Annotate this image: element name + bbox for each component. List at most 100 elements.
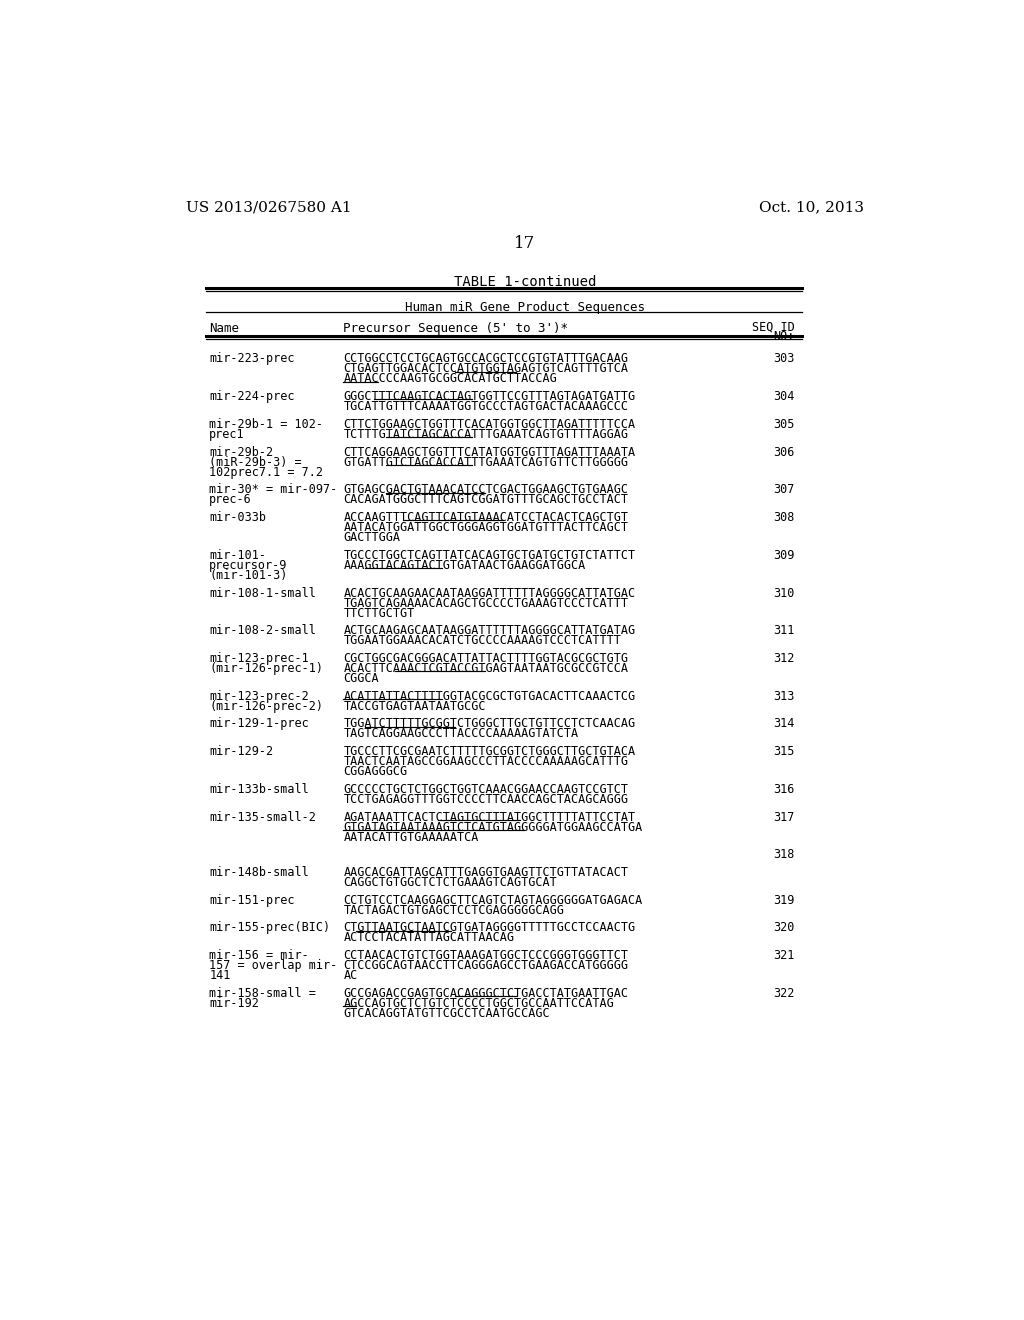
- Text: Name: Name: [209, 322, 240, 335]
- Text: CCTAACACTGTCTGGTAAAGATGGCTCCCGGGTGGGTTCT: CCTAACACTGTCTGGTAAAGATGGCTCCCGGGTGGGTTCT: [343, 949, 629, 962]
- Text: AATACATGGATTGGCTGGGAGGTGGATGTTTACTTCAGCT: AATACATGGATTGGCTGGGAGGTGGATGTTTACTTCAGCT: [343, 521, 629, 535]
- Text: 312: 312: [773, 652, 795, 665]
- Text: 303: 303: [773, 352, 795, 366]
- Text: ACACTTCAAACTCGTACCGTGAGTAATAATGCGCCGTCCA: ACACTTCAAACTCGTACCGTGAGTAATAATGCGCCGTCCA: [343, 663, 629, 675]
- Text: mir-224-prec: mir-224-prec: [209, 391, 295, 403]
- Text: US 2013/0267580 A1: US 2013/0267580 A1: [186, 201, 352, 215]
- Text: AATACATTGTGAAAAATCA: AATACATTGTGAAAAATCA: [343, 830, 479, 843]
- Text: CTGTTAATGCTAATCGTGATAGGGGTTTTTGCCTCCAACTG: CTGTTAATGCTAATCGTGATAGGGGTTTTTGCCTCCAACT…: [343, 921, 636, 935]
- Text: mir-155-prec(BIC): mir-155-prec(BIC): [209, 921, 331, 935]
- Text: mir-101-: mir-101-: [209, 549, 266, 562]
- Text: CTCCGGCAGTAACCTTCAGGGAGCCTGAAGACCATGGGGG: CTCCGGCAGTAACCTTCAGGGAGCCTGAAGACCATGGGGG: [343, 960, 629, 973]
- Text: ACTGCAAGAGCAATAAGGATTTTTTAGGGGCATTATGATAG: ACTGCAAGAGCAATAAGGATTTTTTAGGGGCATTATGATA…: [343, 624, 636, 638]
- Text: 305: 305: [773, 418, 795, 430]
- Text: 311: 311: [773, 624, 795, 638]
- Text: mir-033b: mir-033b: [209, 511, 266, 524]
- Text: 308: 308: [773, 511, 795, 524]
- Text: TABLE 1-continued: TABLE 1-continued: [454, 276, 596, 289]
- Text: Oct. 10, 2013: Oct. 10, 2013: [759, 201, 864, 215]
- Text: AGCCAGTGCTCTGTCTCCCCTGGCTGCCAATTCCATAG: AGCCAGTGCTCTGTCTCCCCTGGCTGCCAATTCCATAG: [343, 997, 614, 1010]
- Text: CCTGGCCTCCTGCAGTGCCACGCTCCGTGTATTTGACAAG: CCTGGCCTCCTGCAGTGCCACGCTCCGTGTATTTGACAAG: [343, 352, 629, 366]
- Text: GCCGAGACCGAGTGCACAGGGCTCTGACCTATGAATTGAC: GCCGAGACCGAGTGCACAGGGCTCTGACCTATGAATTGAC: [343, 987, 629, 1001]
- Text: GTGATAGTAATAAAGTCTCATGTAGGGGGATGGAAGCCATGA: GTGATAGTAATAAAGTCTCATGTAGGGGGATGGAAGCCAT…: [343, 821, 643, 834]
- Text: mir-129-1-prec: mir-129-1-prec: [209, 718, 309, 730]
- Text: mir-148b-small: mir-148b-small: [209, 866, 309, 879]
- Text: 310: 310: [773, 586, 795, 599]
- Text: TTCTTGCTGT: TTCTTGCTGT: [343, 607, 415, 619]
- Text: mir-123-prec-1: mir-123-prec-1: [209, 652, 309, 665]
- Text: 313: 313: [773, 689, 795, 702]
- Text: TACTAGACTGTGAGCTCCTCGAGGGGGCAGG: TACTAGACTGTGAGCTCCTCGAGGGGGCAGG: [343, 904, 564, 917]
- Text: mir-223-prec: mir-223-prec: [209, 352, 295, 366]
- Text: TCCTGAGAGGTTTGGTCCCCTTCAACCAGCTACAGCAGGG: TCCTGAGAGGTTTGGTCCCCTTCAACCAGCTACAGCAGGG: [343, 793, 629, 807]
- Text: TGGATCTTTTTGCGGTCTGGGCTTGCTGTTCCTCTCAACAG: TGGATCTTTTTGCGGTCTGGGCTTGCTGTTCCTCTCAACA…: [343, 718, 636, 730]
- Text: AC: AC: [343, 969, 357, 982]
- Text: 317: 317: [773, 810, 795, 824]
- Text: 318: 318: [773, 849, 795, 862]
- Text: AAAGGTACAGTACTGTGATAACTGAAGGATGGCA: AAAGGTACAGTACTGTGATAACTGAAGGATGGCA: [343, 558, 586, 572]
- Text: ACATTATTACTTTTGGTACGCGCTGTGACACTTCAAACTCG: ACATTATTACTTTTGGTACGCGCTGTGACACTTCAAACTC…: [343, 689, 636, 702]
- Text: AATACCCCAAGTGCGGCACATGCTTACCAG: AATACCCCAAGTGCGGCACATGCTTACCAG: [343, 372, 557, 385]
- Text: NO:: NO:: [773, 330, 795, 343]
- Text: TGAGTCAGAAAACACAGCTGCCCCTGAAAGTCCCTCATTT: TGAGTCAGAAAACACAGCTGCCCCTGAAAGTCCCTCATTT: [343, 597, 629, 610]
- Text: GGGCTTTCAAGTCACTAGTGGTTCCGTTTAGTAGATGATTG: GGGCTTTCAAGTCACTAGTGGTTCCGTTTAGTAGATGATT…: [343, 391, 636, 403]
- Text: mir-129-2: mir-129-2: [209, 744, 273, 758]
- Text: mir-156 = mir-: mir-156 = mir-: [209, 949, 309, 962]
- Text: (miR-29b-3) =: (miR-29b-3) =: [209, 455, 302, 469]
- Text: mir-123-prec-2: mir-123-prec-2: [209, 689, 309, 702]
- Text: prec-6: prec-6: [209, 494, 252, 507]
- Text: 320: 320: [773, 921, 795, 935]
- Text: TGGAATGGAAACACATCTGCCCCAAAAGTCCCTCATTTT: TGGAATGGAAACACATCTGCCCCAAAAGTCCCTCATTTT: [343, 635, 622, 647]
- Text: mir-192: mir-192: [209, 997, 259, 1010]
- Text: CGCTGGCGACGGGACATTATTACTTTTGGTACGCGCTGTG: CGCTGGCGACGGGACATTATTACTTTTGGTACGCGCTGTG: [343, 652, 629, 665]
- Text: (mir-126-prec-1): (mir-126-prec-1): [209, 663, 324, 675]
- Text: mir-151-prec: mir-151-prec: [209, 894, 295, 907]
- Text: 306: 306: [773, 446, 795, 458]
- Text: CTGAGTTGGACACTCCATGTGGTAGAGTGTCAGTTTGTCA: CTGAGTTGGACACTCCATGTGGTAGAGTGTCAGTTTGTCA: [343, 363, 629, 375]
- Text: TGCCCTTCGCGAATCTTTTTGCGGTCTGGGCTTGCTGTACA: TGCCCTTCGCGAATCTTTTTGCGGTCTGGGCTTGCTGTAC…: [343, 744, 636, 758]
- Text: GTGAGCGACTGTAAACATCCTCGACTGGAAGCTGTGAAGC: GTGAGCGACTGTAAACATCCTCGACTGGAAGCTGTGAAGC: [343, 483, 629, 496]
- Text: 314: 314: [773, 718, 795, 730]
- Text: CGGAGGGCG: CGGAGGGCG: [343, 766, 408, 779]
- Text: mir-108-1-small: mir-108-1-small: [209, 586, 316, 599]
- Text: mir-135-small-2: mir-135-small-2: [209, 810, 316, 824]
- Text: AGATAAATTCACTCTAGTGCTTTATGGCTTTTTATTCCTAT: AGATAAATTCACTCTAGTGCTTTATGGCTTTTTATTCCTA…: [343, 810, 636, 824]
- Text: 141: 141: [209, 969, 230, 982]
- Text: 321: 321: [773, 949, 795, 962]
- Text: CCTGTCCTCAAGGAGCTTCAGTCTAGTAGGGGGGATGAGACA: CCTGTCCTCAAGGAGCTTCAGTCTAGTAGGGGGGATGAGA…: [343, 894, 643, 907]
- Text: TAGTCAGGAAGCCCTTACCCCAAAAAGTATCTA: TAGTCAGGAAGCCCTTACCCCAAAAAGTATCTA: [343, 727, 579, 741]
- Text: GACTTGGA: GACTTGGA: [343, 531, 400, 544]
- Text: AAGCACGATTAGCATTTGAGGTGAAGTTCTGTTATACACT: AAGCACGATTAGCATTTGAGGTGAAGTTCTGTTATACACT: [343, 866, 629, 879]
- Text: 17: 17: [514, 235, 536, 252]
- Text: CTTCAGGAAGCTGGTTTCATATGGTGGTTTAGATTTAAATA: CTTCAGGAAGCTGGTTTCATATGGTGGTTTAGATTTAAAT…: [343, 446, 636, 458]
- Text: mir-29b-1 = 102-: mir-29b-1 = 102-: [209, 418, 324, 430]
- Text: TGCCCTGGCTCAGTTATCACAGTGCTGATGCTGTCTATTCT: TGCCCTGGCTCAGTTATCACAGTGCTGATGCTGTCTATTC…: [343, 549, 636, 562]
- Text: ACTCCTACATATTAGCATTAACAG: ACTCCTACATATTAGCATTAACAG: [343, 932, 514, 945]
- Text: 307: 307: [773, 483, 795, 496]
- Text: CGGCA: CGGCA: [343, 672, 379, 685]
- Text: 304: 304: [773, 391, 795, 403]
- Text: mir-108-2-small: mir-108-2-small: [209, 624, 316, 638]
- Text: ACACTGCAAGAACAATAAGGATTTTTTAGGGGCATTATGAC: ACACTGCAAGAACAATAAGGATTTTTTAGGGGCATTATGA…: [343, 586, 636, 599]
- Text: (mir-126-prec-2): (mir-126-prec-2): [209, 700, 324, 713]
- Text: CACAGATGGGCTTTCAGTCGGATGTTTGCAGCTGCCTACT: CACAGATGGGCTTTCAGTCGGATGTTTGCAGCTGCCTACT: [343, 494, 629, 507]
- Text: precursor-9: precursor-9: [209, 558, 288, 572]
- Text: TACCGTGAGTAATAATGCGC: TACCGTGAGTAATAATGCGC: [343, 700, 486, 713]
- Text: TCTTTGTATCTAGCACCATTTGAAATCAGTGTTTTAGGAG: TCTTTGTATCTAGCACCATTTGAAATCAGTGTTTTAGGAG: [343, 428, 629, 441]
- Text: TGCATTGTTTCAAAATGGTGCCCTAGTGACTACAAAGCCC: TGCATTGTTTCAAAATGGTGCCCTAGTGACTACAAAGCCC: [343, 400, 629, 413]
- Text: GTGATTGTCTAGCACCATTTGAAATCAGTGTTCTTGGGGG: GTGATTGTCTAGCACCATTTGAAATCAGTGTTCTTGGGGG: [343, 455, 629, 469]
- Text: GTCACAGGTATGTTCGCCTCAATGCCAGC: GTCACAGGTATGTTCGCCTCAATGCCAGC: [343, 1007, 550, 1020]
- Text: 309: 309: [773, 549, 795, 562]
- Text: (mir-101-3): (mir-101-3): [209, 569, 288, 582]
- Text: 102prec7.1 = 7.2: 102prec7.1 = 7.2: [209, 466, 324, 479]
- Text: 157 = overlap mir-: 157 = overlap mir-: [209, 960, 338, 973]
- Text: 319: 319: [773, 894, 795, 907]
- Text: prec1: prec1: [209, 428, 245, 441]
- Text: SEQ ID: SEQ ID: [752, 321, 795, 333]
- Text: mir-29b-2: mir-29b-2: [209, 446, 273, 458]
- Text: mir-158-small =: mir-158-small =: [209, 987, 316, 1001]
- Text: CAGGCTGTGGCTCTCTGAAAGTCAGTGCAT: CAGGCTGTGGCTCTCTGAAAGTCAGTGCAT: [343, 876, 557, 890]
- Text: mir-133b-small: mir-133b-small: [209, 783, 309, 796]
- Text: CTTCTGGAAGCTGGTTTCACATGGTGGCTTAGATTTTTCCA: CTTCTGGAAGCTGGTTTCACATGGTGGCTTAGATTTTTCC…: [343, 418, 636, 430]
- Text: 322: 322: [773, 987, 795, 1001]
